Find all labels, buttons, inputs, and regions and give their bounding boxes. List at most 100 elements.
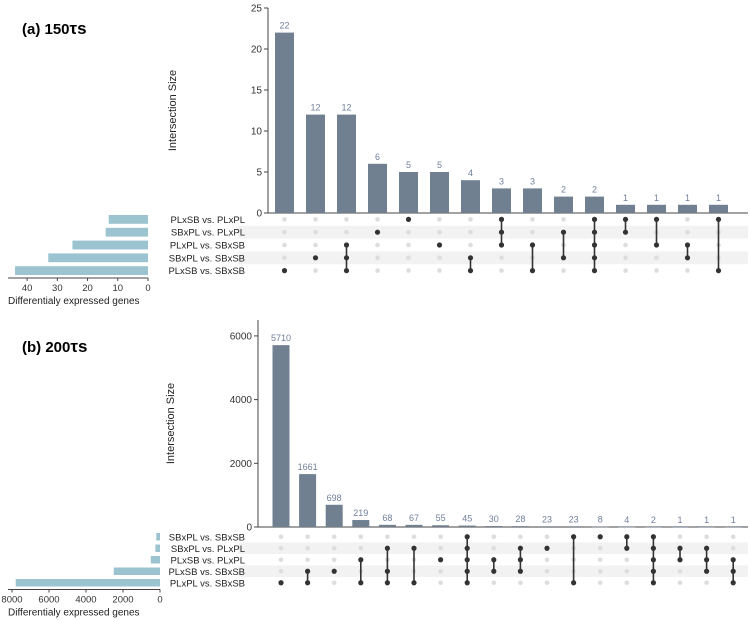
matrix-dot-empty [313,217,318,222]
bar-value-label: 22 [279,21,289,31]
matrix-dot-empty [491,580,497,586]
matrix-dot-filled [704,557,710,563]
matrix-dot-filled [597,534,603,540]
matrix-dot-empty [438,580,443,586]
intersection-bar [272,345,290,527]
matrix-dot-empty [282,217,287,222]
bar-value-label: 12 [310,103,320,113]
matrix-dot-filled [464,580,470,586]
matrix-dot-empty [406,255,411,261]
matrix-dot-empty [438,534,443,540]
matrix-dot-empty [468,217,473,222]
matrix-dot-empty [623,255,628,261]
intersection-bar [275,32,294,213]
matrix-dot-empty [331,580,337,586]
matrix-dot-filled [591,242,598,248]
matrix-dot-empty [344,217,349,222]
matrix-dot-filled [571,534,577,540]
matrix-dot-empty [305,545,310,551]
matrix-dot-empty [411,534,417,540]
matrix-dot-empty [704,534,709,540]
bar-value-label: 1 [685,193,690,203]
matrix-dot-filled [343,242,350,248]
matrix-dot-empty [438,545,443,551]
matrix-dot-empty [518,534,523,540]
matrix-dot-empty [437,268,442,273]
intersection-bar [432,525,450,527]
matrix-dot-filled [343,255,350,261]
bar-value-label: 67 [409,513,419,523]
matrix-dot-empty [530,217,535,222]
matrix-dot-filled [411,545,417,551]
matrix-dot-empty [677,534,683,540]
matrix-dot-empty [597,568,603,574]
set-size-bar [15,266,149,275]
matrix-dot-empty [375,255,380,261]
bar-value-label: 1661 [298,462,318,472]
y-tick-label: 15 [251,86,263,97]
matrix-dot-filled [436,242,443,248]
intersection-bar [538,526,556,527]
y-tick-label: 5 [256,168,262,179]
y-axis-title: Intersection Size [167,70,179,151]
matrix-dot-empty [406,229,411,235]
intersection-bar [709,204,728,213]
matrix-dot-empty [305,557,310,563]
intersection-bar [378,524,396,527]
matrix-row-stripe [238,225,748,239]
matrix-dot-empty [730,534,736,540]
matrix-dot-empty [597,557,603,563]
bar-value-label: 55 [436,513,446,523]
matrix-dot-filled [384,580,390,586]
matrix-dot-filled [591,268,598,274]
matrix-dot-filled [467,268,474,274]
matrix-dot-filled [464,534,470,540]
matrix-dot-filled [704,545,710,551]
matrix-dot-empty [358,545,364,551]
matrix-dot-filled [650,534,657,540]
matrix-dot-filled [650,557,657,563]
bar-value-label: 2 [561,185,566,195]
matrix-dot-empty [654,255,659,261]
matrix-dot-filled [650,568,657,574]
matrix-dot-filled [464,557,470,563]
matrix-dot-filled [312,255,319,261]
matrix-dot-filled [571,580,577,586]
matrix-dot-filled [591,229,598,235]
intersection-bar [678,204,697,213]
intersection-bar [671,526,689,528]
bar-value-label: 2 [592,185,597,195]
set-axis-tick-label: 4000 [75,595,96,606]
intersection-bar [616,204,635,213]
intersection-bar [585,196,604,213]
set-name-label: SBxPL vs. PLxPL [171,544,245,555]
matrix-dot-empty [278,568,284,574]
matrix-dot-empty [685,229,690,235]
matrix-dot-filled [560,255,567,261]
matrix-dot-empty [704,580,709,586]
matrix-dot-filled [624,534,630,540]
matrix-dot-filled [491,557,497,563]
y-tick-label: 0 [256,209,262,220]
bar-value-label: 30 [489,514,499,524]
matrix-dot-empty [313,268,318,273]
matrix-dot-filled [405,216,412,222]
intersection-bar [511,526,529,527]
set-axis-tick-label: 6000 [38,595,59,606]
matrix-dot-filled [278,580,284,586]
matrix-dot-empty [358,534,364,540]
intersection-bar [461,180,480,213]
matrix-dot-empty [561,217,566,222]
bar-value-label: 1 [731,515,736,525]
matrix-dot-empty [437,255,442,261]
matrix-dot-filled [281,268,288,274]
intersection-bar [618,526,636,528]
bar-value-label: 3 [530,176,535,186]
set-axis-tick-label: 40 [22,283,33,294]
matrix-dot-empty [406,268,411,273]
matrix-dot-empty [375,268,380,273]
y-tick-label: 6000 [230,331,253,342]
bar-value-label: 45 [462,514,472,524]
matrix-dot-filled [498,229,505,235]
matrix-dot-empty [278,545,284,551]
